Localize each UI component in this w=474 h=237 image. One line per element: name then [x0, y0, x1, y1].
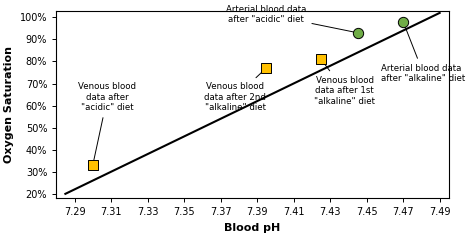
Point [317, 57, 325, 61]
Text: Arterial blood data
after "acidic" diet: Arterial blood data after "acidic" diet [226, 5, 355, 32]
Point [263, 66, 270, 70]
Text: Venous blood
data after 1st
"alkaline" diet: Venous blood data after 1st "alkaline" d… [314, 61, 375, 105]
Point [354, 31, 361, 35]
Text: Arterial blood data
after "alkaline" diet: Arterial blood data after "alkaline" die… [381, 24, 465, 83]
Y-axis label: Oxygen Saturation: Oxygen Saturation [4, 46, 14, 163]
Point [400, 20, 407, 24]
Point [89, 163, 97, 167]
Text: Venous blood
data after
"acidic" diet: Venous blood data after "acidic" diet [78, 82, 137, 162]
X-axis label: Blood pH: Blood pH [224, 223, 281, 233]
Text: Venous blood
data after 2nd
"alkaline" diet: Venous blood data after 2nd "alkaline" d… [204, 70, 266, 112]
